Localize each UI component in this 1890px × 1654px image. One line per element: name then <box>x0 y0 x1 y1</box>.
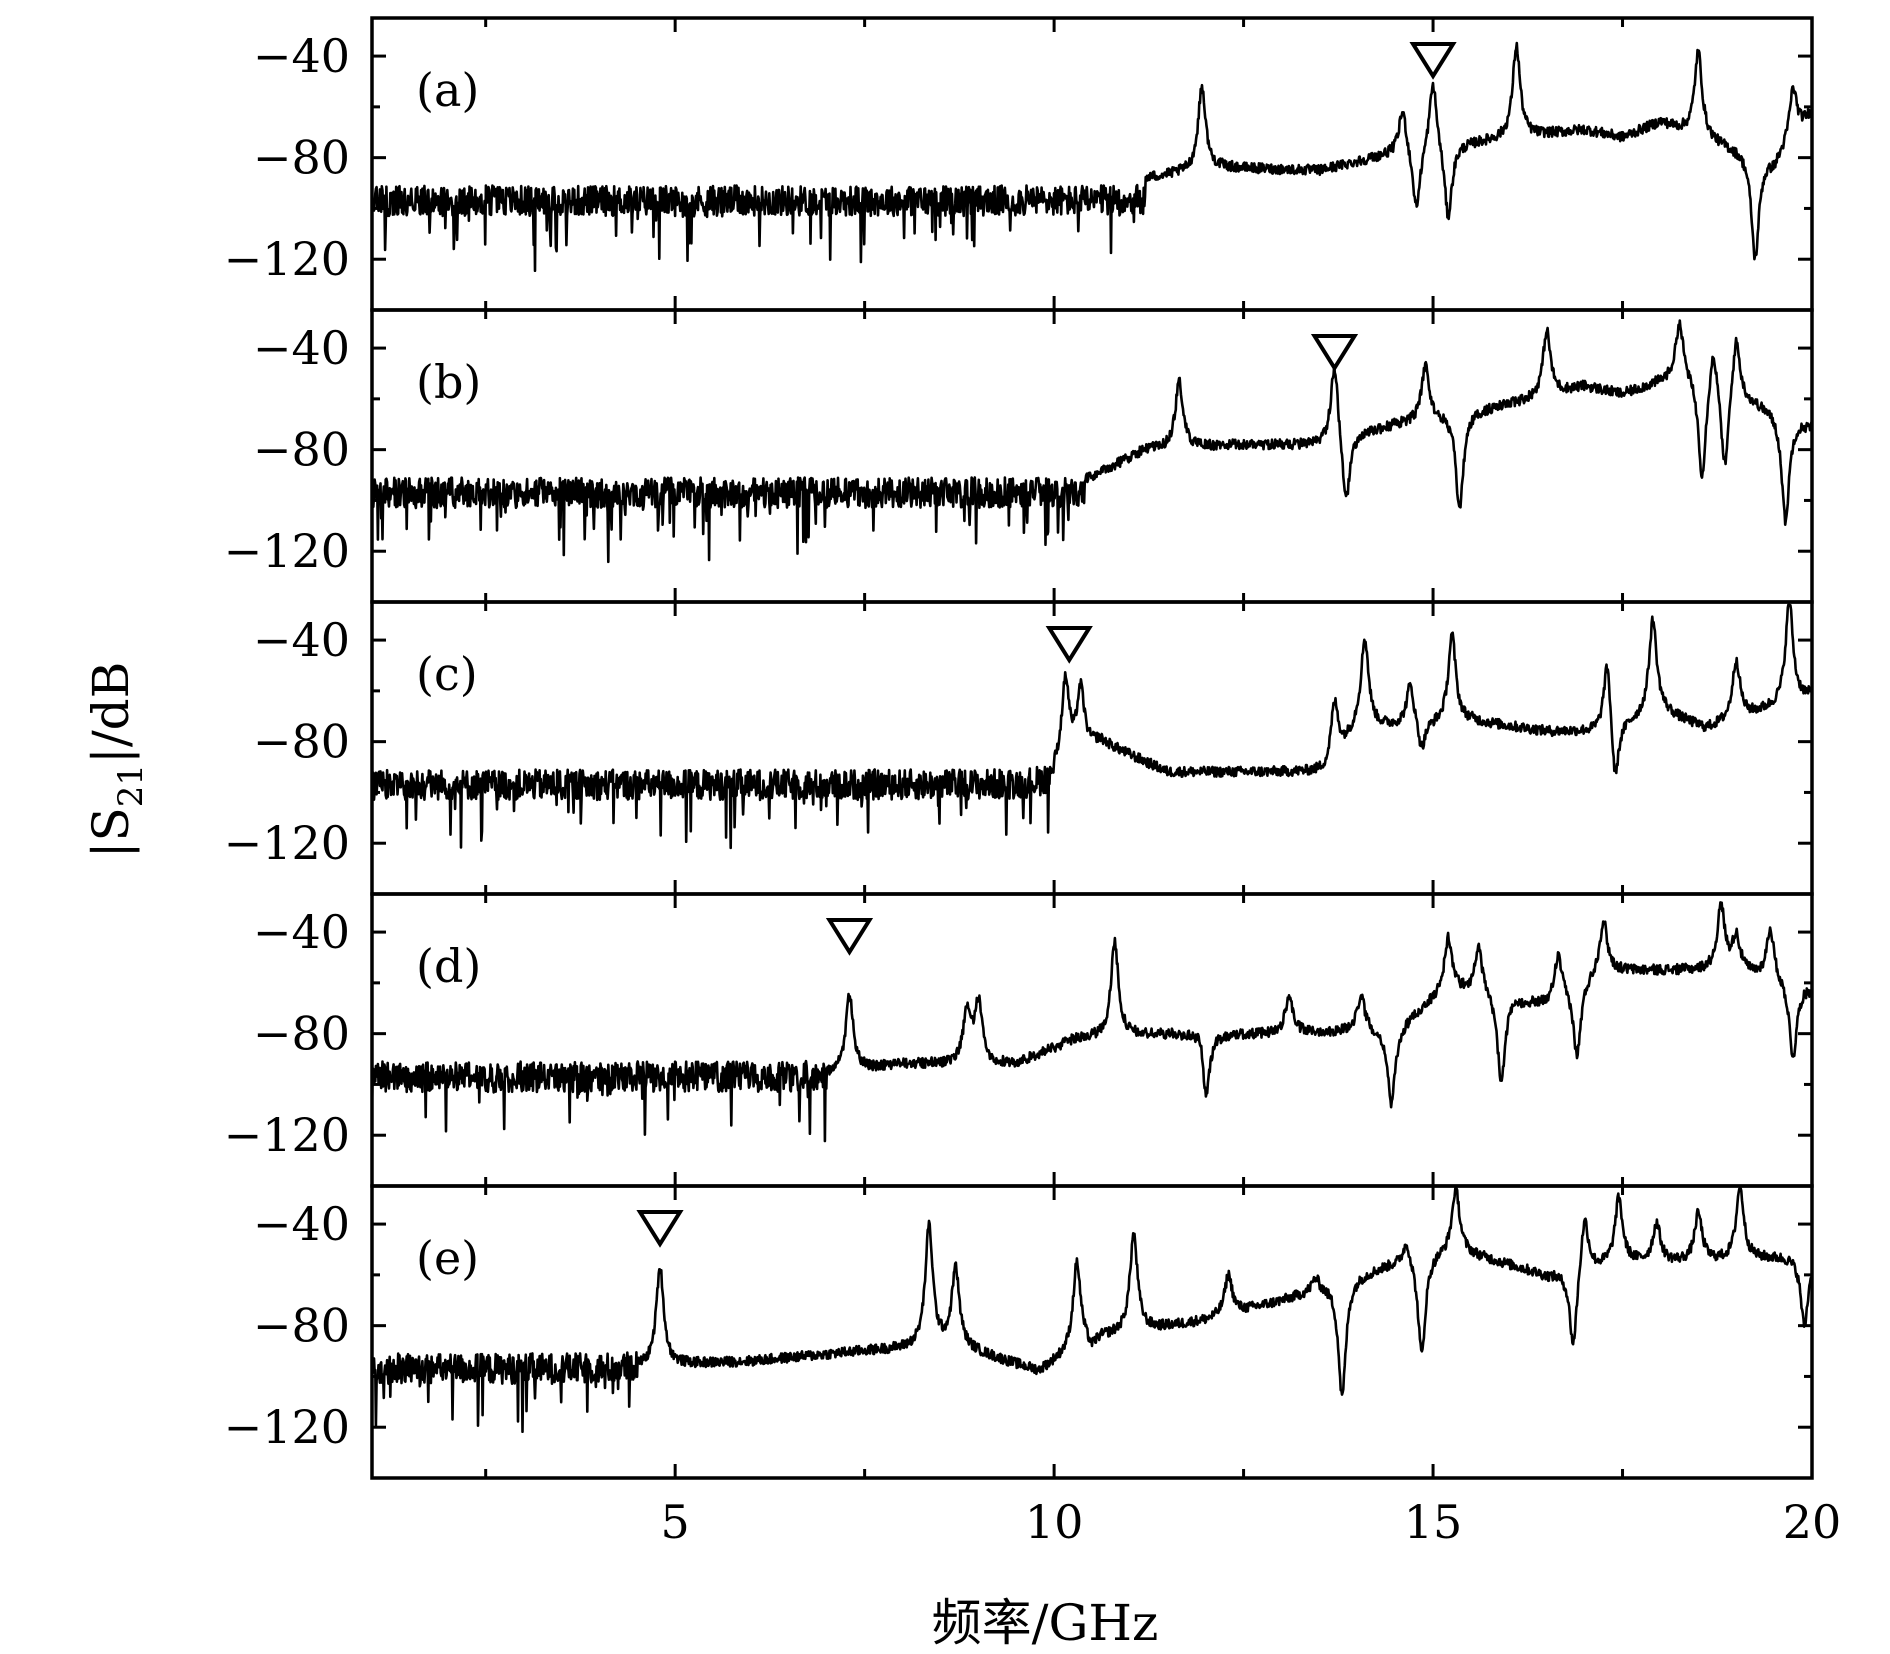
x-axis-title: 频率/GHz <box>932 1594 1159 1652</box>
trace-line <box>370 41 1814 272</box>
panel-b: −40 −80 −120 (b) <box>224 308 1814 604</box>
panel-frame <box>370 892 1814 1188</box>
trace-line <box>370 901 1814 1143</box>
y-tick-label: −40 <box>253 321 350 375</box>
y-tick-label: −120 <box>224 816 350 870</box>
y-axis-title-tail: |/dB <box>82 662 140 764</box>
y-tick-label: −80 <box>253 1299 350 1353</box>
y-axis-title-main: |S <box>82 807 140 858</box>
panel-d: −40 −80 −120 (d) <box>224 892 1814 1188</box>
panel-label: (b) <box>416 355 481 409</box>
trace-line <box>370 603 1814 850</box>
panel-frame <box>370 308 1814 604</box>
y-axis-title-subscript: 21 <box>111 764 151 807</box>
trace-line <box>370 319 1814 564</box>
panel-label: (c) <box>416 647 478 701</box>
y-tick-label: −80 <box>253 1007 350 1061</box>
x-tick-label: 20 <box>1783 1495 1842 1549</box>
panel-frame <box>370 16 1814 312</box>
panel-a: −40 −80 −120 (a) <box>224 16 1814 312</box>
y-tick-label: −40 <box>253 29 350 83</box>
panel-frame <box>370 600 1814 896</box>
x-tick-label: 5 <box>661 1495 690 1549</box>
y-tick-label: −80 <box>253 715 350 769</box>
panels: −40−80−120(a)−40−80−120(b)−40−80−120(c)−… <box>224 16 1814 1480</box>
marker-triangle-icon <box>636 1210 684 1248</box>
x-tick-label: 15 <box>1404 1495 1463 1549</box>
y-axis-title-text: |S21|/dB <box>82 662 151 859</box>
trace-line <box>370 1187 1814 1433</box>
y-axis-title: |S21|/dB <box>82 662 151 859</box>
marker-triangle-icon <box>1310 334 1359 372</box>
y-tick-label: −80 <box>253 423 350 477</box>
panel-frame <box>370 1184 1814 1480</box>
panel-label: (e) <box>416 1231 479 1285</box>
panel-e: −40 −80 −120 (e) <box>224 1184 1814 1480</box>
y-tick-label: −40 <box>253 1197 350 1251</box>
marker-triangle-icon <box>825 918 874 956</box>
x-tick-label: 10 <box>1025 1495 1084 1549</box>
y-tick-label: −120 <box>224 524 350 578</box>
panel-label: (d) <box>416 939 481 993</box>
y-tick-label: −40 <box>253 613 350 667</box>
x-tick-labels: 5 10 15 20 <box>661 1495 1842 1549</box>
y-tick-label: −120 <box>224 1400 350 1454</box>
marker-triangle-icon <box>1409 42 1457 80</box>
panel-c: −40 −80 −120 (c) <box>224 600 1814 896</box>
panel-label: (a) <box>416 63 479 117</box>
marker-triangle-icon <box>1045 626 1093 664</box>
y-tick-label: −120 <box>224 1108 350 1162</box>
y-tick-label: −120 <box>224 232 350 286</box>
y-tick-label: −80 <box>253 131 350 185</box>
y-tick-label: −40 <box>253 905 350 959</box>
